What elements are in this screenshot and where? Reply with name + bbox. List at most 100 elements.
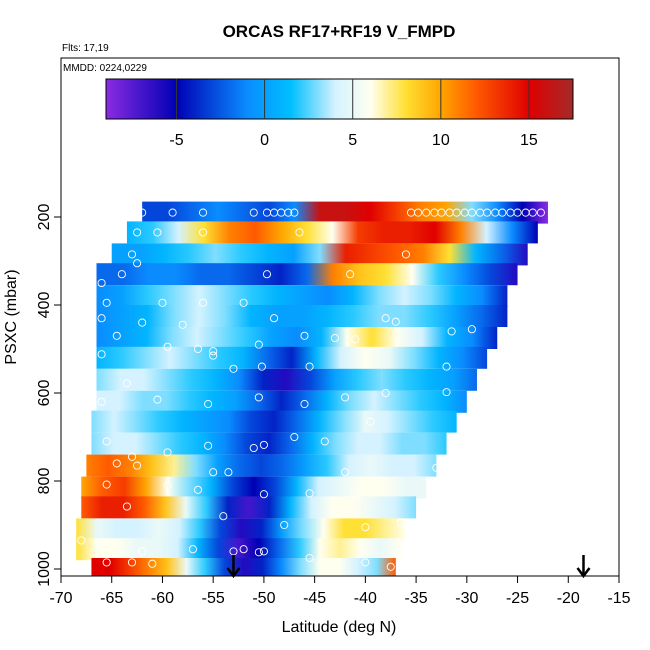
observation-marker [163,448,172,457]
observation-marker [401,250,410,259]
observation-marker [133,259,142,268]
y-tick-label: 200 [36,204,53,231]
observation-marker [193,485,203,494]
observation-marker [127,452,137,461]
heatmap-band [91,432,447,455]
observation-marker [346,270,355,279]
observation-marker [239,545,248,554]
y-tick-label: 400 [36,292,53,319]
observation-marker [97,350,106,359]
observation-marker [102,558,111,567]
x-tick-label: -50 [252,590,275,607]
x-tick-label: -45 [303,590,326,607]
observation-marker [361,523,370,532]
y-axis: 200 400 600 800 1000 [36,204,61,587]
observation-marker [361,558,370,567]
x-tick-label: -55 [202,590,225,607]
heatmap-band [111,243,528,266]
observation-marker [467,325,476,334]
observation-marker [270,314,279,323]
observation-marker [351,490,360,499]
heatmap-band [96,346,488,369]
observation-marker [442,388,451,397]
observation-marker [330,333,339,343]
latitude-arrow [576,555,591,579]
observation-marker [219,512,228,521]
observation-marker [117,270,126,279]
observation-marker [148,559,157,568]
observation-marker [153,228,162,237]
x-tick-label: -30 [455,590,478,607]
heatmap-band [91,558,396,576]
observation-marker [467,208,476,217]
observation-marker [437,208,446,217]
observation-marker [320,437,329,446]
observation-marker [97,314,106,323]
heatmap-band [96,327,498,349]
observation-marker [224,468,233,477]
observation-marker [77,536,86,545]
observation-marker [284,208,293,217]
observation-marker [341,468,350,477]
colorbar-tick-label: 0 [260,132,269,149]
observation-marker [447,327,456,336]
observation-marker [528,208,537,217]
heatmap-band [96,263,518,286]
x-tick-label: -15 [607,590,630,607]
heatmap-band [96,368,477,391]
observation-marker [290,432,299,442]
observation-marker [396,518,405,527]
x-tick-label: -60 [151,590,174,607]
colorbar-ticks: -5 0 5 10 15 [169,79,538,149]
observation-marker [414,208,423,217]
plot-frame [60,57,620,577]
observation-marker [498,208,507,217]
observation-marker [188,545,197,554]
observation-marker [204,399,213,409]
colorbar [105,78,574,120]
observation-marker [341,393,350,402]
observation-marker [163,342,172,351]
observation-markers [77,208,545,571]
heatmap-band [86,454,437,477]
observation-marker [305,553,314,563]
observation-marker [138,318,147,327]
observation-marker [300,399,309,409]
heatmap-band [81,496,417,519]
observation-marker [432,463,441,472]
date-note: MMDD: 0224,0229 [63,63,147,74]
observation-marker [102,298,111,307]
observation-marker [97,538,106,547]
observation-marker [290,208,299,217]
heatmap-band [96,390,467,413]
x-tick-label: -65 [100,590,123,607]
observation-marker [386,562,395,571]
observation-marker [97,397,106,406]
colorbar-tick-label: -5 [169,132,183,149]
observation-marker [351,335,360,344]
observation-marker [254,340,263,349]
observation-marker [138,547,147,556]
observation-marker [209,347,218,356]
heatmap-band [96,305,508,327]
heatmap-band [126,221,538,244]
observation-marker [300,331,309,340]
observation-marker [168,208,177,217]
heatmap-band [76,538,401,561]
x-tick-label: -25 [506,590,529,607]
observation-marker [391,317,400,326]
heatmap-band [142,201,548,224]
colorbar-tick-label: 15 [520,132,538,149]
observation-marker [198,298,208,307]
observation-marker [112,331,121,340]
y-axis-label: PSXC (mbar) [3,269,20,364]
observation-marker [406,560,416,569]
observation-marker [163,481,172,490]
observation-marker [280,520,289,530]
observation-marker [102,480,111,489]
x-tick-label: -40 [354,590,377,607]
observation-marker [133,461,142,470]
observation-marker [122,502,131,511]
y-tick-label: 800 [36,468,53,495]
